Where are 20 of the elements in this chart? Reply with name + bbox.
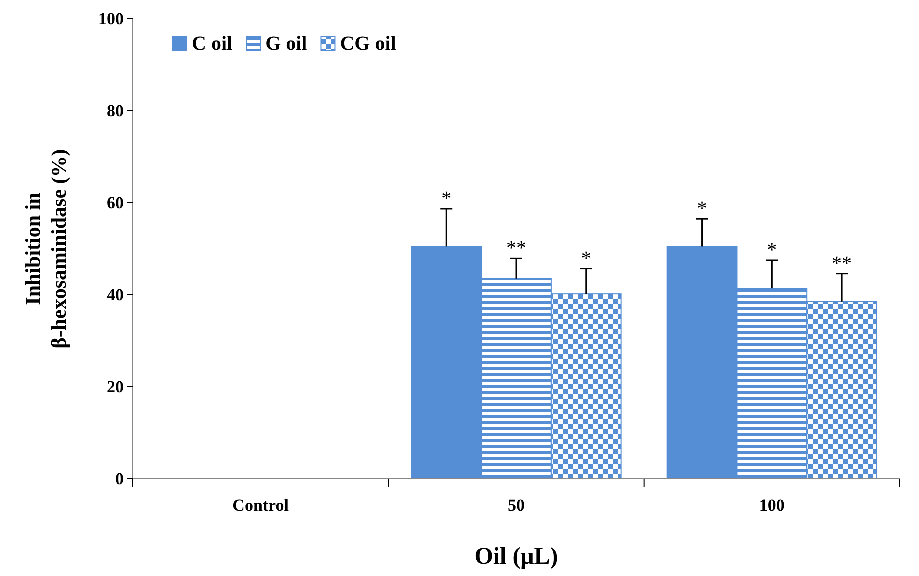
- x-tick-label: 100: [759, 496, 785, 516]
- x-axis-title: Oil (μL): [474, 544, 558, 570]
- y-tick-label: 40: [107, 285, 124, 304]
- annotation: *: [767, 240, 778, 262]
- annotation: **: [506, 238, 526, 260]
- annotation: *: [581, 248, 592, 270]
- y-tick-label: 60: [107, 193, 124, 212]
- y-tick-label: 20: [107, 377, 124, 396]
- legend-label: CG oil: [340, 33, 397, 55]
- y-axis-title: Inhibition in β-hexosaminidase (%): [21, 149, 71, 349]
- y-tick-label: 80: [107, 101, 124, 120]
- y-tick-label: 100: [98, 9, 124, 28]
- x-tick-label: 50: [508, 496, 525, 516]
- legend-label: C oil: [192, 33, 233, 55]
- annotation: **: [832, 252, 852, 275]
- x-tick-label: Control: [232, 496, 290, 516]
- legend-label: G oil: [266, 33, 308, 55]
- annotation: *: [697, 198, 708, 220]
- y-tick-label: 0: [116, 469, 124, 488]
- annotation: *: [442, 188, 452, 210]
